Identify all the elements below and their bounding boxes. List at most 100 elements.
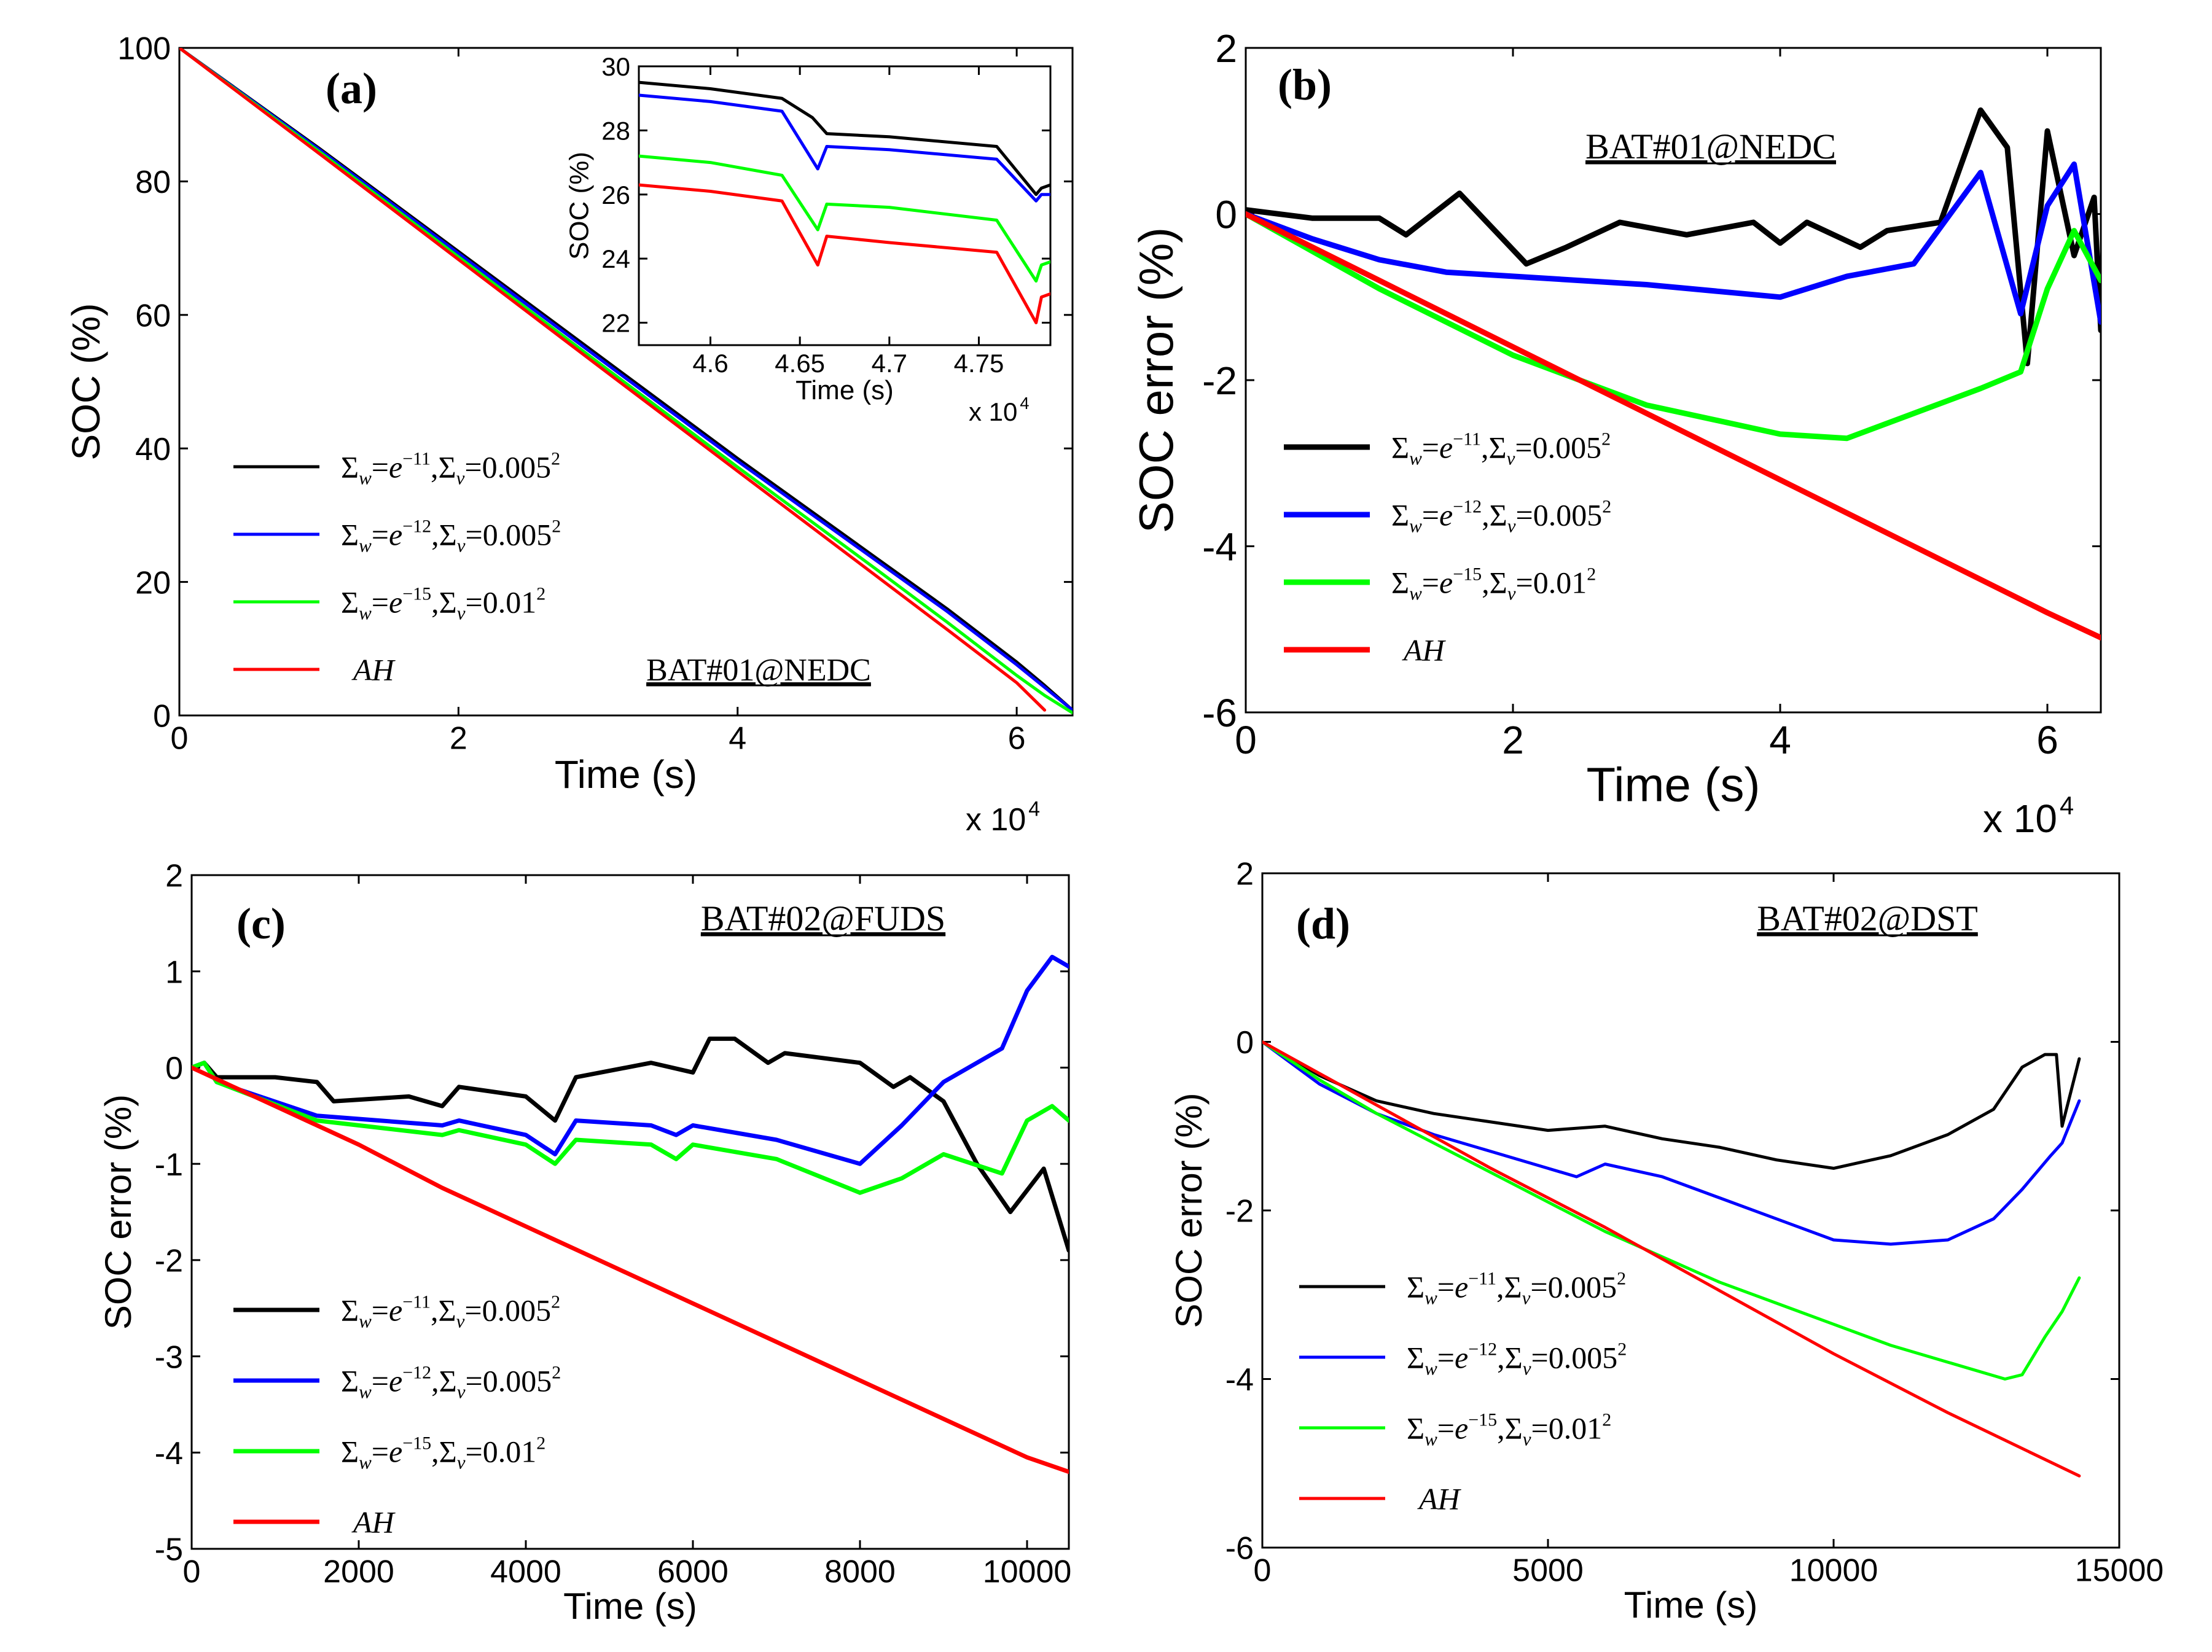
- chart-b-y-axis-label: SOC error (%): [1129, 227, 1183, 533]
- chart-a-inset-x-multiplier-exponent: 4: [1020, 394, 1029, 413]
- chart-a-y-tick-label: 0: [153, 699, 171, 734]
- chart-c-x-tick-label: 6000: [657, 1554, 729, 1590]
- chart-a-inset-y-tick-label: 30: [601, 52, 630, 81]
- chart-c-y-tick-label: -1: [155, 1147, 183, 1183]
- chart-a-inset-y-tick-label: 24: [601, 244, 630, 273]
- chart-c-y-tick-label: -2: [155, 1244, 183, 1279]
- chart-d-series-line-3: [1262, 1040, 2081, 1381]
- chart-a-inset-x-tick-label: 4.65: [775, 349, 825, 378]
- chart-a-inset-x-tick-label: 4.7: [872, 349, 907, 378]
- chart-b-y-tick-label: -2: [1202, 359, 1237, 403]
- chart-d-x-tick-label: 15000: [2075, 1553, 2164, 1589]
- chart-b-y-tick-label: -6: [1202, 691, 1237, 735]
- chart-a-inset-y-tick-label: 28: [601, 116, 630, 145]
- chart-c-series-line-4: [192, 1065, 1069, 1475]
- chart-a-y-tick-label: 60: [135, 298, 171, 334]
- chart-a-plot-area: [178, 47, 1074, 717]
- chart-b-panel-label: (b): [1278, 60, 1332, 109]
- chart-d-panel-label: (d): [1296, 899, 1350, 948]
- chart-d-series-line-4: [1262, 1040, 2081, 1478]
- chart-c-legend-entry-1: Σw=e−11,Σv=0.0052: [341, 1292, 560, 1332]
- chart-c-series-line-3: [192, 1061, 1069, 1195]
- chart-b-x-tick-label: 4: [1769, 718, 1791, 762]
- chart-a-y-tick-label: 100: [117, 31, 171, 67]
- chart-d-x-tick-label: 5000: [1512, 1553, 1584, 1589]
- chart-a-inset-x-axis-label: Time (s): [795, 375, 894, 405]
- chart-c-y-tick-label: -3: [155, 1339, 183, 1375]
- chart-b-series-line-3: [1246, 211, 2101, 442]
- chart-a-annotation: BAT#01@NEDC: [646, 653, 871, 688]
- chart-a-inset-x-tick-label: 4.75: [954, 349, 1004, 378]
- chart-b-legend-entry-3: Σw=e−15,Σv=0.012: [1391, 564, 1596, 604]
- chart-d-legend-entry-4: AH: [1417, 1482, 1462, 1516]
- chart-d: 0 5000 10000 15000 -6 -4 -2 0 2 Time (s) SOC error…: [1168, 857, 2164, 1626]
- chart-c-legend-entry-4: AH: [351, 1505, 396, 1540]
- chart-a-inset-y-tick-label: 22: [601, 309, 630, 338]
- chart-d-plot-area: [1261, 872, 2120, 1549]
- chart-c-series-line-2: [192, 954, 1069, 1166]
- chart-a-inset: 4.6 4.65 4.7 4.75 22 24 26 28 30 Time (s) SOC (%) x…: [565, 52, 1052, 426]
- chart-c: 0 2000 4000 6000 8000 10000 -5 -4 -3 -2 -1 0 1 2 Time …: [98, 859, 1072, 1627]
- chart-c-series-line-1: [192, 1036, 1069, 1253]
- chart-b-legend-entry-4: AH: [1402, 633, 1447, 668]
- chart-b-series-line-2: [1246, 161, 2101, 325]
- chart-d-series-line-1: [1262, 1040, 2081, 1170]
- chart-a-x-axis-label: Time (s): [555, 752, 697, 797]
- chart-b-x-multiplier: x 10: [1983, 797, 2057, 841]
- chart-b-annotation: BAT#01@NEDC: [1585, 127, 1836, 166]
- chart-a-legend-entry-2: Σw=e−12,Σv=0.0052: [341, 516, 561, 556]
- legend-ah-label: AH: [351, 1505, 396, 1540]
- chart-c-x-tick-label: 10000: [983, 1554, 1072, 1590]
- chart-a-x-tick-label: 0: [171, 721, 189, 757]
- chart-d-legend-entry-3: Σw=e−15,Σv=0.012: [1407, 1410, 1611, 1450]
- chart-d-y-axis-label: SOC error (%): [1168, 1093, 1210, 1328]
- chart-d-y-tick-label: 2: [1236, 857, 1254, 892]
- chart-c-y-tick-label: 1: [165, 954, 183, 990]
- chart-a-y-tick-label: 80: [135, 165, 171, 200]
- chart-c-legend-entry-2: Σw=e−12,Σv=0.0052: [341, 1363, 561, 1403]
- chart-a-series-line-4: [179, 48, 1047, 712]
- chart-c-y-axis-label: SOC error (%): [98, 1094, 139, 1330]
- chart-d-y-tick-label: -6: [1225, 1531, 1254, 1567]
- chart-a-y-tick-label: 40: [135, 432, 171, 467]
- chart-a-x-tick-label: 6: [1008, 721, 1026, 757]
- chart-c-x-tick-label: 2000: [323, 1554, 394, 1590]
- chart-a-x-tick-label: 4: [729, 721, 746, 757]
- chart-c-x-tick-label: 4000: [490, 1554, 561, 1590]
- chart-d-y-tick-label: -4: [1225, 1362, 1254, 1398]
- chart-a-inset-series-line-2: [639, 93, 1050, 203]
- chart-a-x-multiplier: x 10: [966, 802, 1026, 838]
- chart-a-series-line-3: [179, 48, 1073, 715]
- chart-a-x-multiplier-exponent: 4: [1028, 798, 1040, 821]
- chart-d-annotation: BAT#02@DST: [1757, 898, 1978, 938]
- legend-ah-label: AH: [1402, 633, 1447, 668]
- chart-d-y-tick-label: 0: [1236, 1025, 1254, 1061]
- chart-b-y-tick-label: 0: [1215, 193, 1237, 237]
- chart-a-inset-series-line-1: [639, 80, 1050, 197]
- chart-a-legend-entry-4: AH: [351, 653, 396, 687]
- chart-b-x-tick-label: 0: [1235, 718, 1257, 762]
- chart-a-inset-x-multiplier: x 10: [969, 397, 1017, 426]
- chart-c-y-tick-label: -5: [155, 1532, 183, 1568]
- chart-c-x-tick-label: 0: [183, 1554, 201, 1590]
- chart-d-legend-entry-1: Σw=e−11,Σv=0.0052: [1407, 1269, 1626, 1309]
- chart-d-y-tick-label: -2: [1225, 1194, 1254, 1229]
- chart-c-y-tick-label: 0: [165, 1051, 183, 1086]
- chart-a-inset-series-line-4: [639, 183, 1050, 324]
- chart-c-legend-entry-3: Σw=e−15,Σv=0.012: [341, 1433, 545, 1473]
- chart-a-inset-series-line-3: [639, 154, 1050, 283]
- chart-b-x-axis-label: Time (s): [1586, 758, 1760, 812]
- chart-d-x-tick-label: 0: [1254, 1553, 1272, 1589]
- legend-ah-label: AH: [351, 653, 396, 687]
- legend-ah-label: AH: [1417, 1482, 1462, 1516]
- chart-d-x-axis-label: Time (s): [1624, 1584, 1758, 1626]
- chart-d-legend-entry-2: Σw=e−12,Σv=0.0052: [1407, 1339, 1627, 1379]
- chart-c-x-tick-label: 8000: [824, 1554, 896, 1590]
- chart-d-x-tick-label: 10000: [1789, 1553, 1878, 1589]
- chart-a-x-tick-label: 2: [450, 721, 467, 757]
- chart-a-legend-entry-3: Σw=e−15,Σv=0.012: [341, 584, 545, 624]
- chart-b-legend-entry-2: Σw=e−12,Σv=0.0052: [1391, 497, 1611, 537]
